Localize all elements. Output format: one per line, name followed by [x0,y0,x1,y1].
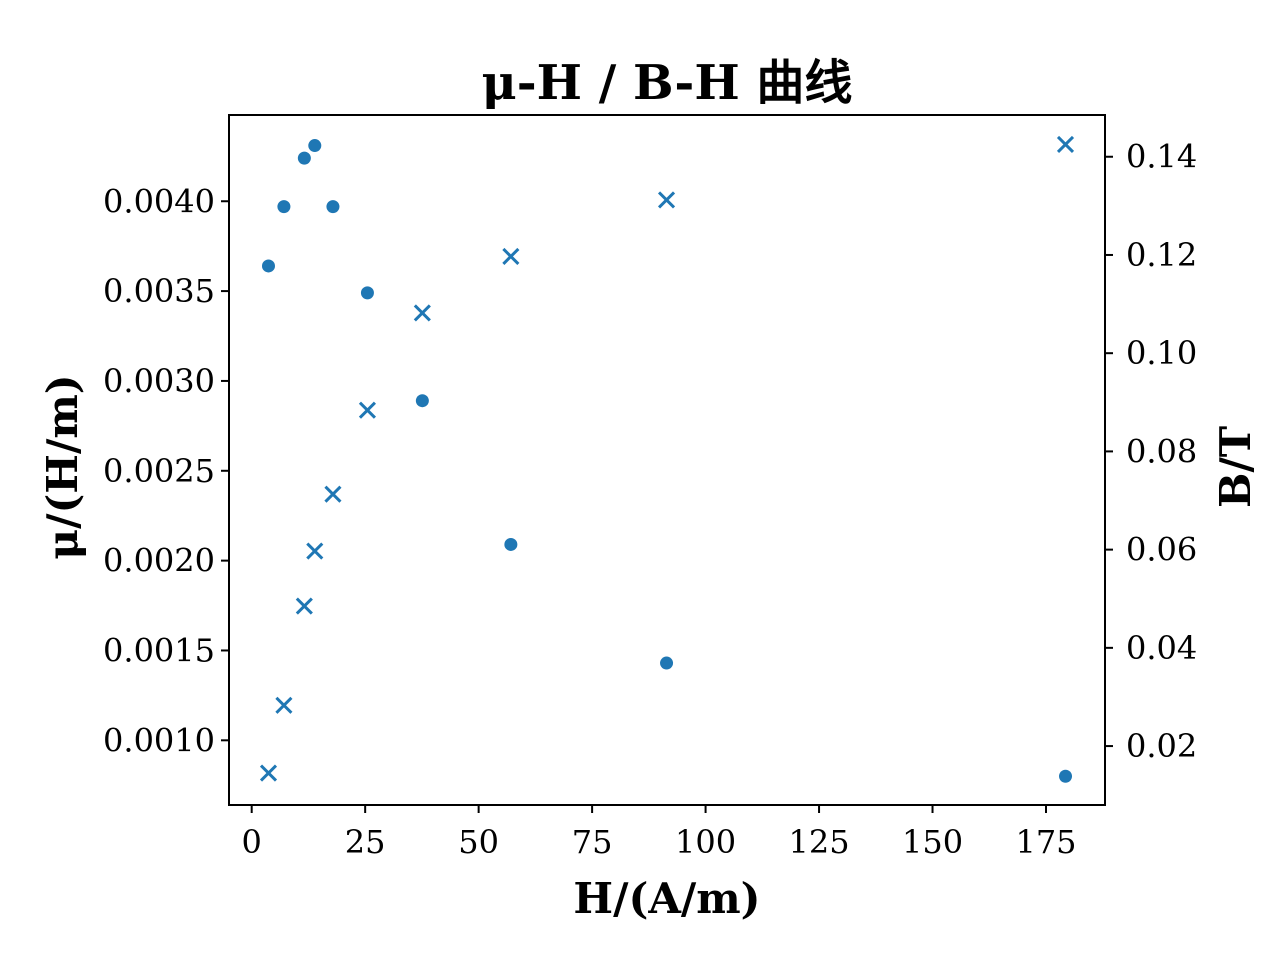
y-right-tick-label: 0.10 [1126,334,1197,372]
b-point-stroke [657,191,676,209]
x-axis: 0 25 50 75 100 125 150 175 [242,805,1077,861]
x-tick-label: 50 [458,823,499,861]
plot-frame [228,114,1106,806]
b-point-stroke [358,401,376,419]
y-right-tick-label: 0.02 [1126,727,1197,765]
b-point [657,191,676,209]
b-point-stroke [295,597,313,615]
b-point-stroke [1056,135,1075,154]
b-point [306,542,324,560]
b-point-stroke [413,304,431,322]
y-left-tick-label: 0.0040 [103,182,215,220]
x-tick-label: 150 [902,823,963,861]
y-axis-left-title: μ/(H/m) [38,374,87,559]
y-axis-right-title: B/T [1211,426,1260,508]
mu-point [660,656,674,670]
y-left-tick-label: 0.0035 [103,272,215,310]
x-tick-label: 75 [572,823,613,861]
x-tick-label: 25 [345,823,386,861]
mu-point [277,200,291,214]
mu-point [360,286,374,300]
mu-point [504,537,518,551]
x-tick-label: 100 [675,823,736,861]
b-point-stroke [324,485,342,503]
plot-marks [259,135,1075,783]
b-point [502,247,520,265]
b-point-stroke [259,764,278,782]
b-point [324,485,342,503]
x-tick-label: 175 [1015,823,1076,861]
y-right-tick-label: 0.12 [1126,236,1197,274]
b-point-stroke [275,696,293,714]
y-right-tick-label: 0.06 [1126,531,1197,569]
b-point [275,696,293,714]
mu-point [326,200,340,214]
x-tick-label: 125 [789,823,850,861]
y-right-tick-label: 0.14 [1126,138,1197,176]
b-point-stroke [502,247,520,265]
b-point [358,401,376,419]
y-left-tick-label: 0.0030 [103,362,215,400]
mu-point [308,139,322,153]
mu-point [297,151,311,165]
y-axis-left: 0.0010 0.0015 0.0020 0.0025 0.0030 0.0035 0.00… [103,182,229,759]
y-right-tick-label: 0.08 [1126,432,1197,470]
y-left-tick-label: 0.0020 [103,542,215,580]
b-point [259,764,278,782]
chart-title: μ-H / B-H 曲线 [482,55,853,111]
y-axis-right: 0.02 0.04 0.06 0.08 0.10 0.12 0.14 [1105,138,1197,765]
mu-point [1059,769,1073,783]
y-left-tick-label: 0.0010 [103,721,215,759]
b-point [413,304,431,322]
y-left-tick-label: 0.0025 [103,452,215,490]
mu-point [415,394,429,408]
y-left-tick-label: 0.0015 [103,631,215,669]
b-point [1056,135,1075,154]
y-right-tick-label: 0.04 [1126,629,1197,667]
b-point [295,597,313,615]
mu-point [261,259,275,273]
x-tick-label: 0 [242,823,262,861]
b-point-stroke [306,542,324,560]
x-axis-title: H/(A/m) [573,874,760,923]
